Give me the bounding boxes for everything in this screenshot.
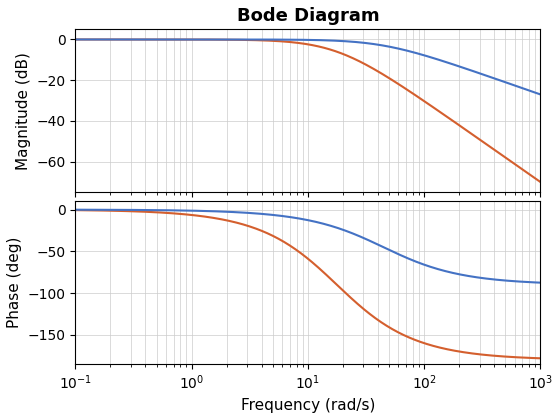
Y-axis label: Phase (deg): Phase (deg) — [7, 237, 22, 328]
Title: Bode Diagram: Bode Diagram — [236, 7, 379, 25]
X-axis label: Frequency (rad/s): Frequency (rad/s) — [241, 398, 375, 413]
Y-axis label: Magnitude (dB): Magnitude (dB) — [16, 52, 31, 170]
